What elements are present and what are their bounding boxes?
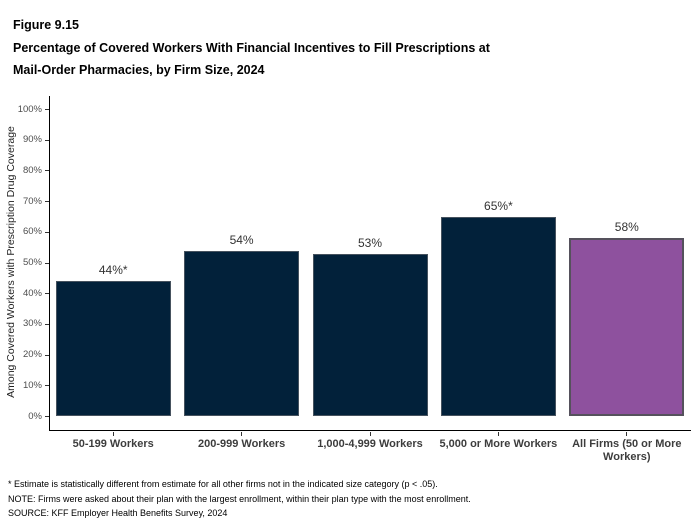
- y-tick-mark: [45, 385, 49, 387]
- y-tick-label: 0%: [28, 410, 42, 422]
- bar-5: [569, 238, 685, 417]
- y-tick-label: 70%: [22, 195, 42, 207]
- bar-1: [55, 281, 171, 417]
- y-tick-label: 10%: [22, 379, 42, 391]
- x-tick-mark: [626, 431, 628, 436]
- bar-3: [312, 253, 428, 417]
- x-tick-mark: [241, 431, 243, 436]
- y-tick-label: 40%: [22, 287, 42, 299]
- figure-number: Figure 9.15: [13, 18, 79, 32]
- x-axis-category-label: 1,000-4,999 Workers: [317, 437, 423, 450]
- x-axis-category-label: 50-199 Workers: [72, 437, 154, 450]
- y-tick-mark: [45, 139, 49, 141]
- x-tick-mark: [112, 431, 114, 436]
- y-tick-mark: [45, 170, 49, 172]
- bar-value-label: 54%: [229, 232, 254, 247]
- plot-panel: [49, 96, 691, 431]
- bar-4: [440, 216, 556, 417]
- y-tick-mark: [45, 262, 49, 264]
- bar-2: [184, 250, 300, 417]
- y-tick-label: 100%: [17, 103, 42, 115]
- page-title-line-1: Percentage of Covered Workers With Finan…: [13, 40, 490, 55]
- y-tick-mark: [45, 231, 49, 233]
- y-tick-mark: [45, 323, 49, 325]
- y-tick-label: 80%: [22, 164, 42, 176]
- x-tick-mark: [369, 431, 371, 436]
- y-tick-label: 50%: [22, 257, 42, 268]
- footnote-significance: * Estimate is statistically different fr…: [8, 479, 438, 489]
- bar-value-label: 65%*: [484, 198, 513, 213]
- footnotes: * Estimate is statistically different fr…: [8, 477, 693, 521]
- bar-value-label: 58%: [614, 220, 639, 235]
- x-axis-category-label: 5,000 or More Workers: [439, 437, 558, 450]
- footnote-note: NOTE: Firms were asked about their plan …: [8, 493, 471, 504]
- y-tick-mark: [45, 293, 49, 295]
- x-tick-mark: [497, 431, 499, 436]
- y-tick-mark: [45, 354, 49, 356]
- y-tick-label: 30%: [22, 318, 42, 330]
- y-tick-label: 20%: [22, 349, 42, 361]
- x-axis-category-label: 200-999 Workers: [197, 437, 286, 450]
- y-tick-label: 60%: [22, 226, 42, 238]
- bar-value-label: 44%*: [98, 263, 128, 278]
- y-tick-mark: [45, 201, 49, 203]
- bar-value-label: 53%: [357, 235, 383, 250]
- y-tick-mark: [45, 109, 49, 110]
- x-axis-category-label: All Firms (50 or More Workers): [572, 437, 682, 464]
- page-title-line-2: Mail-Order Pharmacies, by Firm Size, 202…: [13, 63, 265, 77]
- footnote-source: SOURCE: KFF Employer Health Benefits Sur…: [8, 508, 228, 519]
- y-tick-label: 90%: [22, 134, 42, 146]
- y-tick-mark: [45, 416, 49, 417]
- figure-header: Figure 9.15 Percentage of Covered Worker…: [13, 14, 683, 82]
